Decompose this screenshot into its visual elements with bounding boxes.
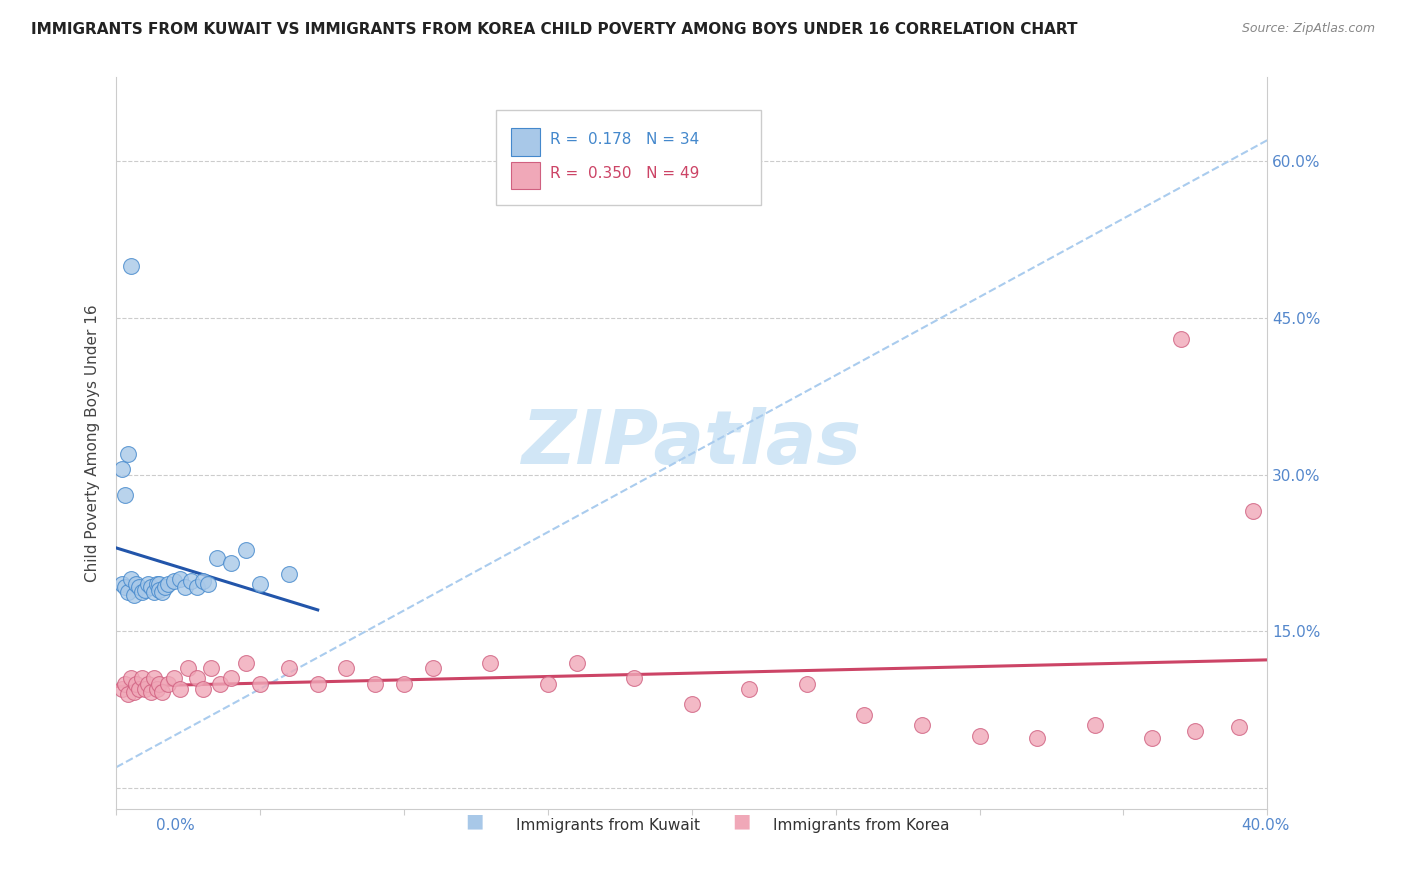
Point — [128, 581, 150, 595]
Text: ZIPatlas: ZIPatlas — [522, 407, 862, 480]
Point — [131, 672, 153, 686]
Point — [277, 661, 299, 675]
Point — [117, 687, 139, 701]
Point — [150, 685, 173, 699]
Text: IMMIGRANTS FROM KUWAIT VS IMMIGRANTS FROM KOREA CHILD POVERTY AMONG BOYS UNDER 1: IMMIGRANTS FROM KUWAIT VS IMMIGRANTS FRO… — [31, 22, 1077, 37]
Y-axis label: Child Poverty Among Boys Under 16: Child Poverty Among Boys Under 16 — [86, 304, 100, 582]
Point — [1170, 332, 1192, 346]
Point — [422, 661, 444, 675]
Point — [111, 577, 134, 591]
Point — [1184, 723, 1206, 738]
Point — [249, 676, 271, 690]
Point — [163, 574, 186, 589]
Point — [114, 676, 136, 690]
Point — [205, 551, 228, 566]
Point — [145, 681, 167, 696]
Point — [125, 577, 148, 591]
Point — [139, 581, 162, 595]
Point — [623, 672, 645, 686]
Point — [142, 672, 165, 686]
Point — [186, 581, 208, 595]
Point — [221, 557, 243, 571]
Point — [1227, 721, 1250, 735]
Point — [1084, 718, 1107, 732]
Point — [565, 656, 588, 670]
Point — [911, 718, 934, 732]
Point — [969, 729, 991, 743]
Point — [738, 681, 761, 696]
Point — [277, 566, 299, 581]
Point — [191, 681, 214, 696]
Point — [186, 672, 208, 686]
Text: 0.0%: 0.0% — [156, 818, 195, 832]
Point — [1026, 731, 1049, 745]
Text: ■: ■ — [465, 812, 484, 830]
Point — [139, 685, 162, 699]
Point — [169, 681, 191, 696]
Point — [136, 577, 159, 591]
Point — [131, 584, 153, 599]
Text: R =  0.350   N = 49: R = 0.350 N = 49 — [550, 166, 700, 181]
Point — [208, 676, 231, 690]
Point — [163, 672, 186, 686]
Point — [117, 447, 139, 461]
Point — [157, 577, 180, 591]
Text: Immigrants from Korea: Immigrants from Korea — [773, 818, 949, 832]
Point — [122, 685, 145, 699]
Point — [157, 676, 180, 690]
Point — [180, 574, 202, 589]
Point — [200, 661, 222, 675]
Point — [142, 584, 165, 599]
Text: 40.0%: 40.0% — [1241, 818, 1289, 832]
Point — [221, 672, 243, 686]
Point — [335, 661, 357, 675]
Point — [235, 542, 257, 557]
Text: R =  0.178   N = 34: R = 0.178 N = 34 — [550, 132, 699, 147]
Point — [1241, 504, 1264, 518]
Point — [111, 462, 134, 476]
Point — [364, 676, 387, 690]
Point — [197, 577, 219, 591]
Point — [136, 676, 159, 690]
Point — [191, 574, 214, 589]
Point — [537, 676, 560, 690]
Point — [174, 581, 197, 595]
Text: Immigrants from Kuwait: Immigrants from Kuwait — [516, 818, 700, 832]
Point — [153, 581, 176, 595]
Point — [796, 676, 818, 690]
Point — [235, 656, 257, 670]
Point — [114, 581, 136, 595]
Point — [148, 577, 170, 591]
Point — [1142, 731, 1164, 745]
Point — [169, 572, 191, 586]
Point — [117, 584, 139, 599]
Text: ■: ■ — [733, 812, 751, 830]
Point — [114, 488, 136, 502]
Point — [148, 582, 170, 597]
Point — [134, 582, 156, 597]
Point — [145, 577, 167, 591]
Bar — [512, 128, 540, 156]
Point — [125, 676, 148, 690]
Point — [128, 681, 150, 696]
Point — [853, 708, 876, 723]
Point — [479, 656, 502, 670]
Point — [392, 676, 415, 690]
Point — [177, 661, 200, 675]
Point — [111, 681, 134, 696]
Point — [122, 588, 145, 602]
Point — [120, 259, 142, 273]
Point — [120, 572, 142, 586]
Point — [307, 676, 329, 690]
Point — [249, 577, 271, 591]
Text: Source: ZipAtlas.com: Source: ZipAtlas.com — [1241, 22, 1375, 36]
Point — [134, 681, 156, 696]
FancyBboxPatch shape — [496, 111, 761, 205]
Point — [681, 698, 703, 712]
Point — [120, 672, 142, 686]
Point — [148, 676, 170, 690]
Bar — [512, 161, 540, 189]
Point — [150, 584, 173, 599]
